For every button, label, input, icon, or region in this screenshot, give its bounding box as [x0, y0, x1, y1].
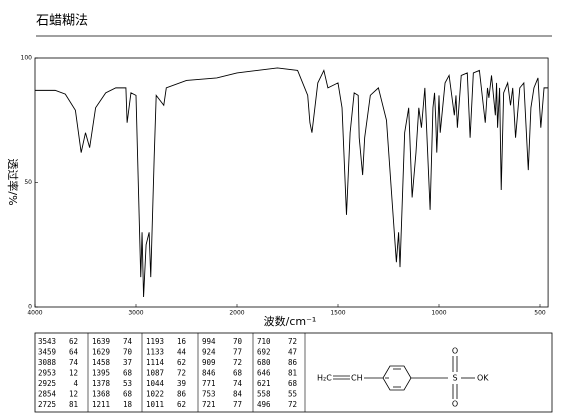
peak-transmittance: 68 — [288, 379, 298, 388]
peak-transmittance: 72 — [288, 337, 297, 346]
peak-transmittance: 74 — [123, 337, 133, 346]
peak-transmittance: 70 — [233, 337, 243, 346]
peak-transmittance: 86 — [288, 358, 298, 367]
peak-transmittance: 18 — [123, 400, 133, 409]
peak-wavenumber: 1368 — [92, 390, 111, 399]
peak-transmittance: 16 — [177, 337, 187, 346]
peak-wavenumber: 994 — [202, 337, 216, 346]
peak-transmittance: 72 — [177, 369, 186, 378]
peak-wavenumber: 1629 — [92, 348, 110, 357]
peak-transmittance: 86 — [177, 390, 187, 399]
peak-wavenumber: 1639 — [92, 337, 110, 346]
peak-transmittance: 68 — [233, 369, 243, 378]
peak-transmittance: 68 — [123, 369, 133, 378]
peak-wavenumber: 2925 — [38, 379, 56, 388]
peak-transmittance: 70 — [123, 348, 133, 357]
atom-label: O — [452, 347, 458, 356]
peak-wavenumber: 846 — [202, 369, 216, 378]
peak-wavenumber: 2953 — [38, 369, 56, 378]
peak-transmittance: 62 — [69, 337, 78, 346]
peak-wavenumber: 721 — [202, 400, 216, 409]
y-tick-label: 50 — [24, 179, 32, 186]
peak-wavenumber: 3459 — [38, 348, 56, 357]
peak-wavenumber: 1114 — [146, 358, 165, 367]
peak-wavenumber: 680 — [257, 358, 271, 367]
peak-wavenumber: 621 — [257, 379, 271, 388]
atom-label: S — [452, 374, 457, 383]
peak-transmittance: 74 — [233, 379, 243, 388]
table-dividers — [87, 333, 306, 412]
peak-transmittance: 39 — [177, 379, 186, 388]
peak-wavenumber: 1022 — [146, 390, 164, 399]
peak-transmittance: 77 — [233, 348, 242, 357]
y-axis-label: 透过率/% — [6, 158, 20, 205]
peak-wavenumber: 1044 — [146, 379, 165, 388]
peak-transmittance: 37 — [123, 358, 132, 367]
peak-transmittance: 12 — [69, 390, 78, 399]
structure-labels: H₂C CH S O O OK — [317, 347, 489, 409]
peak-wavenumber: 710 — [257, 337, 271, 346]
y-tick-label: 0 — [28, 304, 32, 311]
x-axis-label: 波数/cm⁻¹ — [264, 315, 317, 328]
peak-wavenumber: 2854 — [38, 390, 57, 399]
page-title: 石蜡糊法 — [36, 13, 88, 29]
plot-frame — [34, 57, 549, 308]
peak-wavenumber: 1395 — [92, 369, 110, 378]
y-tick-label: 100 — [21, 55, 33, 62]
x-tick-label: 500 — [534, 310, 546, 317]
peak-wavenumber: 1211 — [92, 400, 110, 409]
peak-transmittance: 62 — [177, 358, 186, 367]
x-tick-label: 1500 — [330, 310, 345, 317]
x-tick-label: 1000 — [431, 310, 446, 317]
atom-label: CH — [351, 374, 363, 383]
peak-transmittance: 47 — [288, 348, 297, 357]
peak-transmittance: 55 — [288, 390, 297, 399]
peak-wavenumber: 909 — [202, 358, 216, 367]
peak-wavenumber: 3543 — [38, 337, 56, 346]
peak-transmittance: 53 — [123, 379, 132, 388]
peak-wavenumber: 1193 — [146, 337, 164, 346]
atom-label: O — [452, 400, 458, 409]
atom-label: OK — [477, 374, 489, 383]
peak-wavenumber: 1087 — [146, 369, 164, 378]
peak-transmittance: 4 — [73, 379, 78, 388]
peak-transmittance: 77 — [233, 400, 242, 409]
peak-wavenumber: 771 — [202, 379, 216, 388]
peak-transmittance: 81 — [288, 369, 297, 378]
peak-wavenumber: 1458 — [92, 358, 111, 367]
spectrum-line — [35, 67, 549, 298]
peak-transmittance: 44 — [177, 348, 187, 357]
peak-transmittance: 84 — [233, 390, 243, 399]
peak-transmittance: 62 — [177, 400, 186, 409]
peak-wavenumber: 2725 — [38, 400, 56, 409]
peak-wavenumber: 3088 — [38, 358, 57, 367]
x-tick-label: 2000 — [229, 310, 244, 317]
peak-wavenumber: 558 — [257, 390, 271, 399]
peak-transmittance: 12 — [69, 369, 78, 378]
peak-wavenumber: 1133 — [146, 348, 164, 357]
x-tick-label: 4000 — [27, 310, 42, 317]
table-frame — [34, 332, 553, 413]
peak-wavenumber: 1378 — [92, 379, 111, 388]
peak-wavenumber: 753 — [202, 390, 216, 399]
peak-wavenumber: 1011 — [146, 400, 164, 409]
peak-transmittance: 74 — [69, 358, 79, 367]
peak-transmittance: 64 — [69, 348, 79, 357]
peak-transmittance: 72 — [288, 400, 297, 409]
peak-transmittance: 72 — [233, 358, 242, 367]
peak-wavenumber: 924 — [202, 348, 216, 357]
atom-label: H₂C — [317, 374, 332, 383]
structure — [333, 356, 475, 399]
x-tick-label: 3000 — [128, 310, 143, 317]
peak-transmittance: 81 — [69, 400, 78, 409]
peak-transmittance: 68 — [123, 390, 133, 399]
peak-wavenumber: 646 — [257, 369, 271, 378]
peak-wavenumber: 496 — [257, 400, 271, 409]
peak-wavenumber: 692 — [257, 348, 271, 357]
